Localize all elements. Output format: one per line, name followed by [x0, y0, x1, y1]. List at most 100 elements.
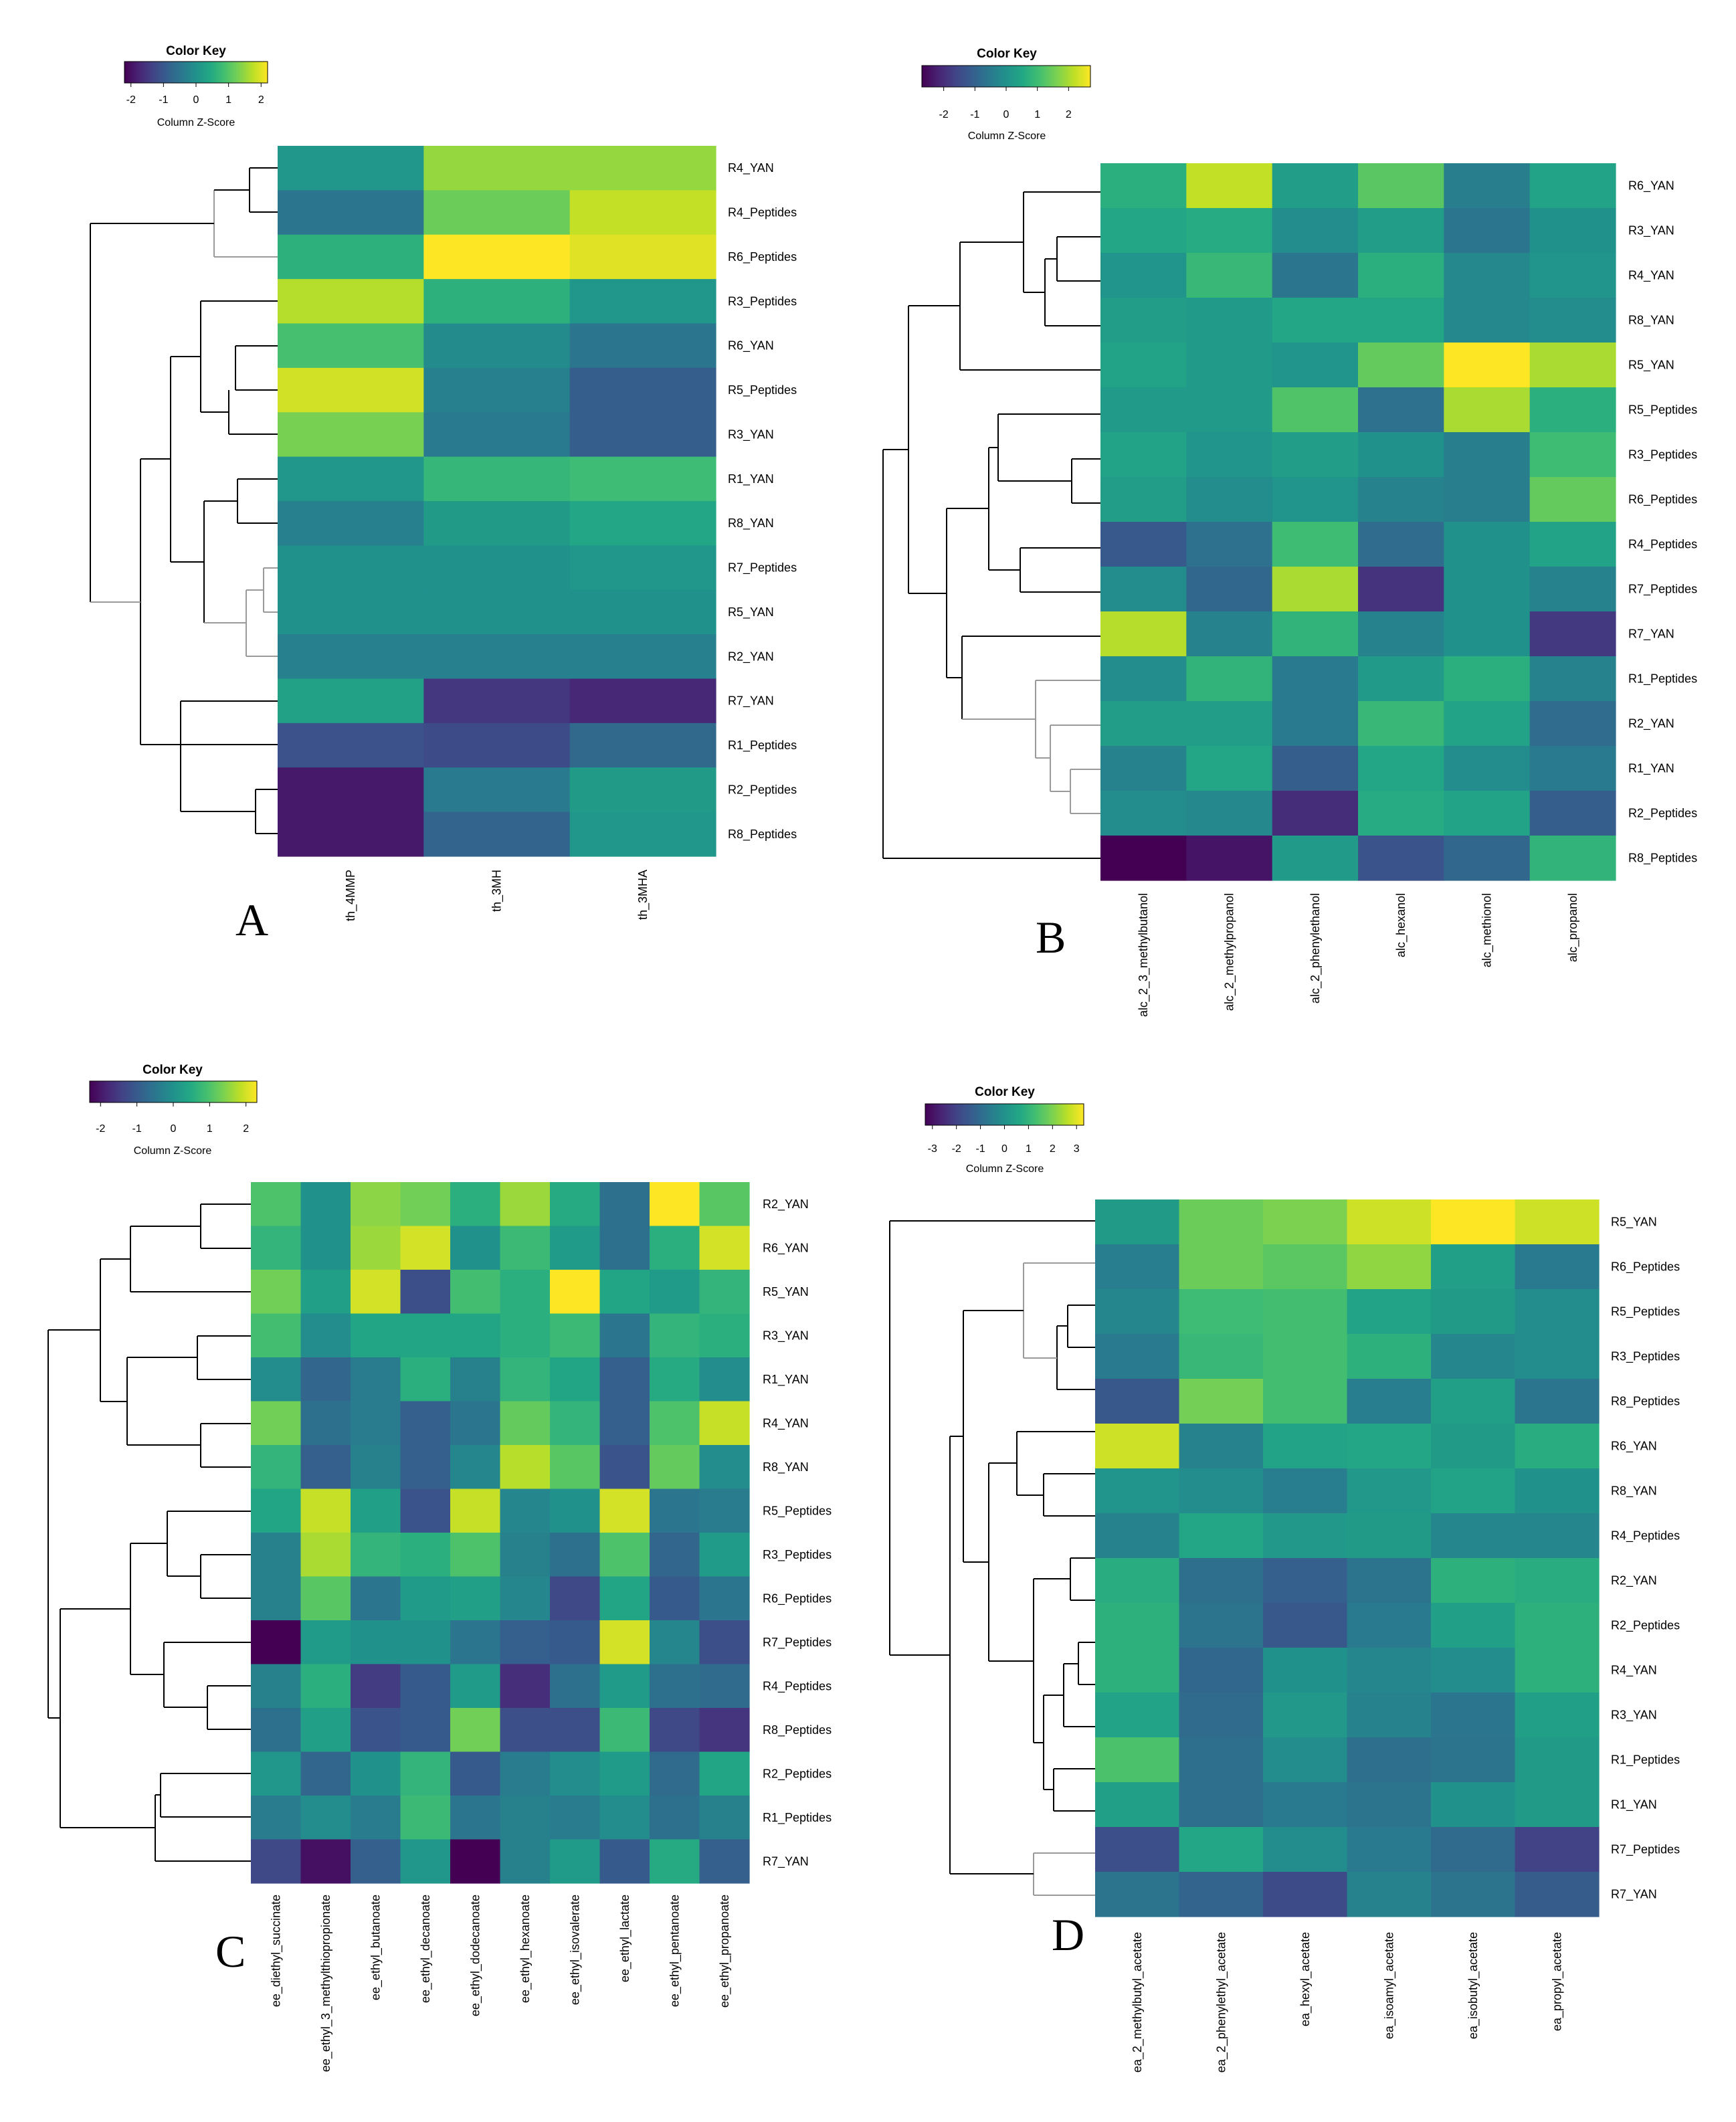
heatmap-cell [1347, 1827, 1432, 1872]
heatmap-cell [351, 1796, 401, 1840]
heatmap-cell [278, 545, 424, 591]
heatmap-cell [1186, 567, 1273, 612]
heatmap-cell [1186, 611, 1273, 657]
heatmap-cell [569, 722, 716, 768]
heatmap-cell [1431, 1199, 1516, 1245]
panel-c: C Color Key -2 -1 0 1 2 Column Z-Score [47, 1063, 832, 2072]
heatmap-cell [1515, 1782, 1600, 1828]
heatmap-cell [278, 811, 424, 857]
panel-b-row-dendrogram [882, 191, 1100, 859]
heatmap-cell [1347, 1513, 1432, 1559]
row-label: R5_YAN [728, 605, 774, 619]
heatmap-cell [278, 501, 424, 546]
heatmap-cell [1529, 253, 1616, 298]
heatmap-cell [699, 1182, 750, 1227]
panel-d-key-ticks: -3 -2 -1 0 1 2 3 [928, 1125, 1080, 1155]
heatmap-cell [1358, 253, 1444, 298]
heatmap-cell [1431, 1872, 1516, 1917]
heatmap-cell [500, 1226, 551, 1270]
row-label: R5_Peptides [1628, 403, 1697, 417]
heatmap-cell [1444, 343, 1531, 388]
heatmap-cell [423, 190, 571, 235]
heatmap-cell [1263, 1782, 1348, 1828]
panel-a-row-dendrogram [90, 167, 278, 834]
heatmap-cell [1444, 208, 1531, 254]
row-label: R8_Peptides [1628, 852, 1697, 866]
heatmap-cell [500, 1839, 551, 1884]
heatmap-cell [1529, 343, 1616, 388]
heatmap-cell [351, 1708, 401, 1753]
heatmap-cell [1263, 1693, 1348, 1738]
row-label: R6_Peptides [763, 1592, 832, 1606]
heatmap-cell [1358, 656, 1444, 702]
row-label: R7_Peptides [763, 1636, 832, 1650]
heatmap-cell [1444, 298, 1531, 343]
heatmap-cell [1529, 701, 1616, 747]
panel-a: A Color Key -2 -1 0 1 2 Column Z-Score [90, 44, 797, 945]
heatmap-cell [450, 1401, 501, 1446]
heatmap-cell [1431, 1334, 1516, 1379]
heatmap-cell [1095, 1468, 1180, 1514]
panel-a-heatmap [278, 146, 716, 857]
panel-b-key-gradient [921, 65, 1091, 88]
heatmap-cell [300, 1313, 351, 1358]
column-label: ea_2_methylbutyl_acetate [1131, 1932, 1145, 2072]
heatmap-cell [251, 1270, 302, 1315]
heatmap-cell [650, 1620, 700, 1665]
heatmap-cell [300, 1445, 351, 1490]
key-tick-label: 0 [1003, 109, 1009, 120]
row-label: R1_YAN [1611, 1798, 1657, 1812]
heatmap-cell [1186, 477, 1273, 522]
heatmap-cell [278, 589, 424, 635]
key-tick-label: 0 [193, 94, 199, 106]
panel-letter-d: D [1052, 1909, 1084, 1960]
key-tick-label: 2 [1066, 109, 1072, 120]
heatmap-cell [650, 1270, 700, 1315]
heatmap-cell [1263, 1199, 1348, 1245]
heatmap-cell [450, 1445, 501, 1490]
heatmap-cell [450, 1270, 501, 1315]
heatmap-cell [1263, 1603, 1348, 1648]
heatmap-cell [550, 1226, 601, 1270]
heatmap-cell [1515, 1827, 1600, 1872]
row-label: R8_YAN [763, 1460, 809, 1474]
heatmap-cell [1515, 1513, 1600, 1559]
panel-a-key-ticks: -2 -1 0 1 2 [126, 83, 264, 106]
heatmap-cell [423, 367, 571, 413]
heatmap-cell [1529, 432, 1616, 478]
heatmap-cell [650, 1313, 700, 1358]
column-label: ee_diethyl_succinate [269, 1895, 283, 2007]
panel-c-col-labels: ee_diethyl_succinate ee_ethyl_3_methylthi… [269, 1895, 732, 2072]
heatmap-cell [1358, 432, 1444, 478]
row-label: R3_YAN [1628, 224, 1674, 238]
heatmap-cell [1347, 1379, 1432, 1424]
heatmap-cell [278, 678, 424, 724]
heatmap-cell [1358, 701, 1444, 747]
row-label: R3_Peptides [763, 1548, 832, 1562]
heatmap-cell [599, 1576, 650, 1621]
heatmap-cell [351, 1270, 401, 1315]
heatmap-cell [650, 1182, 700, 1227]
heatmap-cell [1515, 1468, 1600, 1514]
row-label: R4_Peptides [1628, 538, 1697, 552]
heatmap-cell [1272, 701, 1359, 747]
heatmap-cell [251, 1182, 302, 1227]
row-label: R1_Peptides [763, 1811, 832, 1825]
column-label: th_4MMP [344, 870, 358, 921]
heatmap-cell [550, 1533, 601, 1577]
heatmap-cell [1431, 1603, 1516, 1648]
row-label: R2_YAN [728, 650, 774, 664]
heatmap-cell [1263, 1737, 1348, 1783]
heatmap-cell [699, 1313, 750, 1358]
heatmap-cell [1100, 611, 1187, 657]
column-label: alc_2_3_methylbutanol [1137, 893, 1151, 1017]
heatmap-cell [1263, 1872, 1348, 1917]
heatmap-cell [400, 1533, 451, 1577]
key-tick-label: 2 [258, 94, 264, 106]
heatmap-cell [1272, 253, 1359, 298]
heatmap-cell [1100, 298, 1187, 343]
panel-b-col-labels: alc_2_3_methylbutanol alc_2_methylpropano… [1137, 893, 1580, 1017]
heatmap-cell [1095, 1603, 1180, 1648]
heatmap-cell [1179, 1334, 1264, 1379]
heatmap-cell [251, 1796, 302, 1840]
